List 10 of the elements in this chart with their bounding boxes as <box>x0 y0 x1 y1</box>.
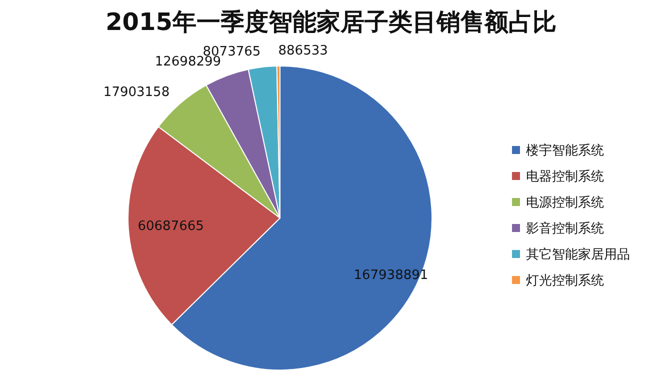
data-label: 17903158 <box>103 84 170 100</box>
data-label: 886533 <box>278 44 328 59</box>
legend-label: 电器控制系统 <box>526 170 604 185</box>
chart-title: 2015年一季度智能家居子类目销售额占比 <box>106 8 556 36</box>
legend-label: 灯光控制系统 <box>526 274 604 289</box>
legend-label: 楼宇智能系统 <box>526 142 604 159</box>
legend-label: 其它智能家居用品 <box>526 246 630 263</box>
data-label: 60687665 <box>138 218 204 234</box>
legend-label: 电源控制系统 <box>526 196 604 211</box>
legend-label: 影音控制系统 <box>526 222 604 237</box>
